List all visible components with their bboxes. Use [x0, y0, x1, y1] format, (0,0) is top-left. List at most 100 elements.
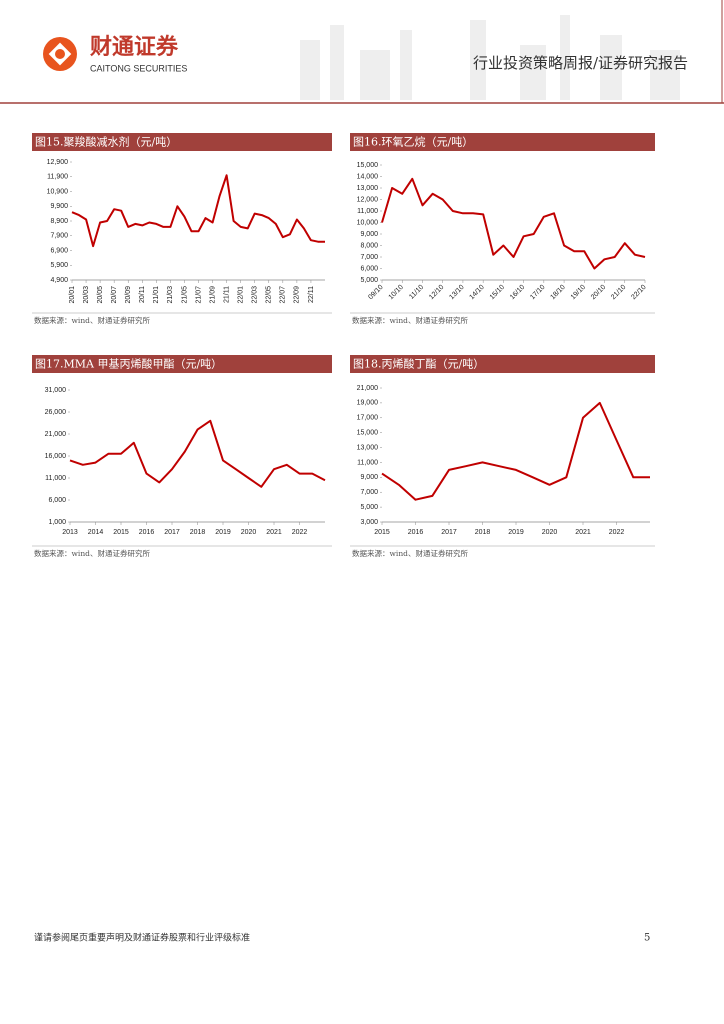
y-tick-label: 5,900: [50, 262, 68, 269]
y-tick-label: 7,000: [360, 489, 378, 496]
y-tick-label: 6,000: [360, 265, 378, 272]
y-tick-label: 3,000: [360, 519, 378, 526]
y-tick-label: 26,000: [45, 409, 67, 416]
report-type: 行业投资策略周报/证券研究报告: [473, 54, 688, 72]
y-tick-label: 17,000: [357, 415, 379, 422]
x-tick-label: 2014: [88, 529, 104, 536]
y-tick-label: 15,000: [357, 430, 379, 437]
y-tick-label: 12,900: [47, 159, 69, 166]
x-tick-label: 19/10: [570, 284, 587, 301]
x-tick-label: 20/07: [111, 286, 118, 304]
y-tick-label: 21,000: [45, 431, 67, 438]
x-tick-label: 20/09: [125, 286, 132, 304]
y-tick-label: 8,900: [50, 218, 68, 225]
price-line: [69, 419, 326, 488]
y-tick-label: 5,000: [360, 504, 378, 511]
chart-source: 数据来源：wind、财通证券研究所: [352, 315, 468, 325]
y-tick-label: 7,900: [50, 233, 68, 240]
chart-title: 图17.MMA 甲基丙烯酸甲酯（元/吨）: [35, 357, 222, 371]
y-tick-label: 12,000: [357, 196, 379, 203]
y-tick-label: 5,000: [360, 277, 378, 284]
chart-source: 数据来源：wind、财通证券研究所: [352, 548, 468, 558]
y-tick-label: 6,000: [48, 497, 66, 504]
x-tick-label: 21/09: [209, 286, 216, 304]
chart-source: 数据来源：wind、财通证券研究所: [34, 548, 150, 558]
x-tick-label: 2021: [575, 529, 591, 536]
x-tick-label: 11/10: [408, 284, 425, 301]
x-tick-label: 2015: [374, 529, 390, 536]
y-tick-label: 10,000: [357, 219, 379, 226]
x-tick-label: 09/10: [367, 284, 384, 301]
y-tick-label: 13,000: [357, 444, 379, 451]
y-tick-label: 1,000: [48, 519, 66, 526]
x-tick-label: 2018: [190, 529, 206, 536]
x-tick-label: 22/10: [630, 284, 647, 301]
price-line: [381, 401, 650, 501]
y-tick-label: 31,000: [45, 387, 67, 394]
x-tick-label: 12/10: [428, 284, 445, 301]
x-tick-label: 2022: [292, 529, 308, 536]
x-tick-label: 21/05: [181, 286, 188, 304]
x-tick-label: 15/10: [489, 284, 506, 301]
logo-icon: [43, 37, 77, 71]
x-tick-label: 2020: [542, 529, 558, 536]
y-tick-label: 11,000: [45, 475, 66, 482]
x-tick-label: 22/03: [252, 286, 259, 304]
y-tick-label: 21,000: [357, 385, 379, 392]
y-tick-label: 11,900: [47, 174, 68, 181]
y-tick-label: 14,000: [357, 173, 379, 180]
x-tick-label: 21/03: [167, 286, 174, 304]
x-tick-label: 2022: [609, 529, 625, 536]
x-tick-label: 22/09: [294, 286, 301, 304]
x-tick-label: 21/01: [153, 286, 160, 304]
y-tick-label: 13,000: [357, 185, 379, 192]
x-tick-label: 2015: [113, 529, 129, 536]
y-tick-label: 4,900: [50, 277, 68, 284]
chart-title-bar: [32, 133, 332, 151]
x-tick-label: 21/11: [223, 286, 230, 303]
y-tick-label: 15,000: [357, 162, 379, 169]
header-skyline: [300, 15, 680, 100]
chart-title-bar: [350, 133, 655, 151]
x-tick-label: 22/05: [266, 286, 273, 304]
chart-title: 图16.环氧乙烷（元/吨）: [353, 135, 473, 149]
y-tick-label: 6,900: [50, 247, 68, 254]
x-tick-label: 16/10: [509, 284, 526, 301]
y-tick-label: 10,900: [47, 188, 69, 195]
x-tick-label: 2020: [241, 529, 257, 536]
footer-disclaimer: 谨请参阅尾页重要声明及财通证券股票和行业评级标准: [34, 932, 250, 944]
y-tick-label: 16,000: [45, 453, 67, 460]
y-tick-label: 19,000: [357, 400, 379, 407]
x-tick-label: 20/01: [69, 286, 76, 304]
y-tick-label: 11,000: [357, 459, 378, 466]
x-tick-label: 2016: [139, 529, 155, 536]
y-tick-label: 9,900: [50, 203, 68, 210]
y-tick-label: 9,000: [360, 474, 378, 481]
x-tick-label: 22/07: [280, 286, 287, 304]
chart-title-bar: [350, 355, 655, 373]
page-number: 5: [644, 933, 650, 944]
y-tick-label: 11,000: [357, 208, 378, 215]
y-tick-label: 9,000: [360, 231, 378, 238]
logo-subtitle: CAITONG SECURITIES: [90, 63, 187, 73]
price-line: [381, 177, 646, 270]
chart-title: 图18.丙烯酸丁酯（元/吨）: [353, 357, 484, 371]
chart-source: 数据来源：wind、财通证券研究所: [34, 315, 150, 325]
chart-title: 图15.聚羧酸减水剂（元/吨）: [35, 135, 177, 149]
x-tick-label: 2013: [62, 529, 78, 536]
price-line: [71, 174, 325, 248]
x-tick-label: 18/10: [549, 284, 566, 301]
y-tick-label: 7,000: [360, 254, 378, 261]
x-tick-label: 21/10: [610, 284, 627, 301]
x-tick-label: 2017: [441, 529, 457, 536]
chart-title-bar: [32, 355, 332, 373]
x-tick-label: 13/10: [448, 284, 465, 301]
x-tick-label: 2018: [475, 529, 491, 536]
x-tick-label: 10/10: [388, 284, 405, 301]
x-tick-label: 2019: [215, 529, 231, 536]
x-tick-label: 2021: [266, 529, 282, 536]
x-tick-label: 20/10: [590, 284, 607, 301]
x-tick-label: 2019: [508, 529, 524, 536]
